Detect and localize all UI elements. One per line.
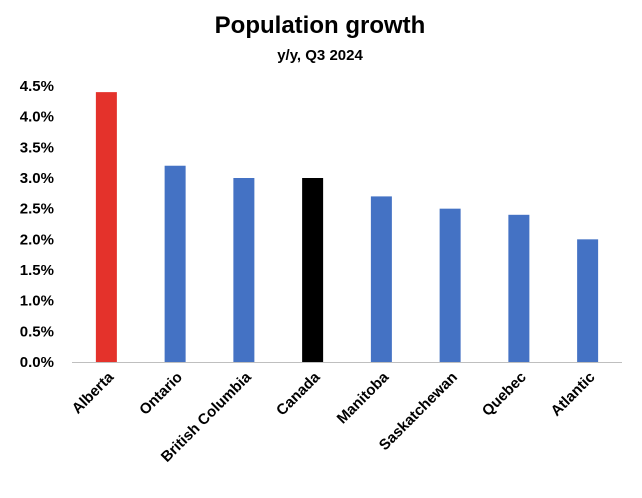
y-tick-label: 4.5% [20,78,54,95]
bar-manitoba [370,196,392,362]
y-tick-label: 2.0% [20,231,54,248]
bar-quebec [508,214,530,362]
x-tick-label: Manitoba [334,368,393,427]
y-tick-label: 0.0% [20,354,54,371]
bar-canada [302,178,324,362]
chart-title: Population growth [215,12,426,39]
y-tick-label: 3.0% [20,170,54,187]
chart-subtitle: y/y, Q3 2024 [277,47,363,64]
y-tick-label: 2.5% [20,201,54,218]
y-tick-label: 4.0% [20,109,54,126]
bar-british-columbia [233,178,255,362]
bar-ontario [164,165,186,362]
y-axis-ticks: 0.0% 0.5% 1.0% 1.5% 2.0% 2.5% 3.0% 3.5% 4.0% 4.5% [20,78,54,371]
bars-group [95,92,599,362]
bar-saskatchewan [439,208,461,362]
y-tick-label: 0.5% [20,323,54,340]
x-tick-label: Canada [273,368,324,419]
y-tick-label: 3.5% [20,139,54,156]
x-tick-label: Atlantic [548,369,599,420]
x-tick-label: Ontario [136,369,186,419]
x-tick-label: Alberta [69,368,118,417]
bar-atlantic [577,239,599,362]
y-tick-label: 1.0% [20,293,54,310]
bar-alberta [95,92,117,362]
x-tick-label: Quebec [479,369,530,420]
y-tick-label: 1.5% [20,262,54,279]
